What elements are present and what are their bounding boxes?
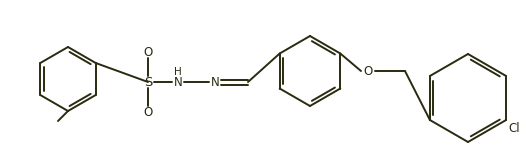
Text: O: O bbox=[363, 65, 372, 78]
Text: Cl: Cl bbox=[508, 122, 520, 135]
Text: S: S bbox=[144, 76, 152, 88]
Text: N: N bbox=[174, 76, 183, 88]
Text: O: O bbox=[144, 106, 153, 119]
Text: H: H bbox=[174, 67, 182, 77]
Text: O: O bbox=[144, 45, 153, 58]
Text: N: N bbox=[210, 76, 219, 88]
